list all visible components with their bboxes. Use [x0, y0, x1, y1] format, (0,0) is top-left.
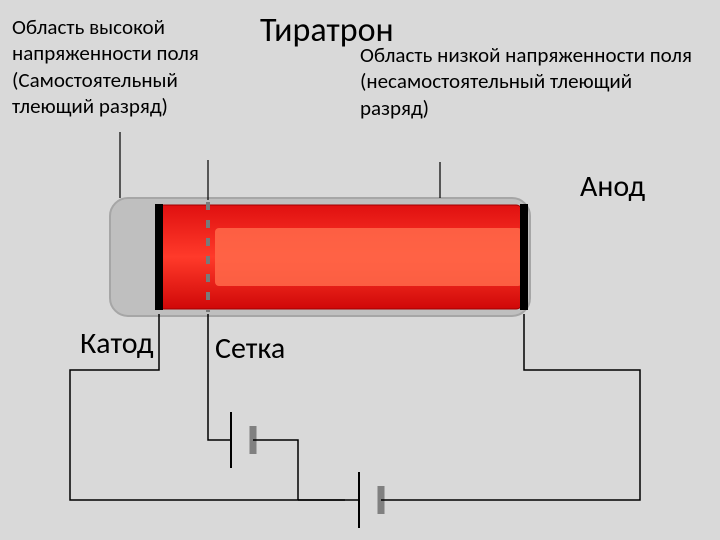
cathode-label: Катод: [80, 325, 153, 362]
anode-label: Анод: [580, 168, 645, 205]
grid-label: Сетка: [215, 330, 285, 367]
left-description: Область высокой напряженности поля (Само…: [12, 14, 252, 119]
right-description: Область низкой напряженности поля (несам…: [360, 42, 700, 121]
